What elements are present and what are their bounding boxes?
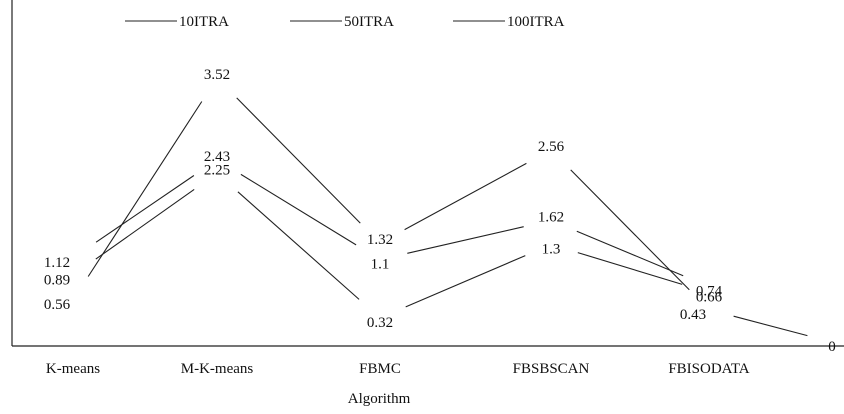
series-line-100itra (87, 97, 808, 337)
data-labels: 1.122.431.11.620.740.892.250.321.30.660.… (44, 67, 836, 355)
x-tick-label-fbsbscan: FBSBSCAN (513, 361, 590, 377)
legend-label-10itra: 10ITRA (179, 14, 229, 30)
data-label-10itra-fbisodata: 0.74 (696, 284, 723, 300)
x-axis-ticks: K-means M-K-means FBMC FBSBSCAN FBISODATA (46, 361, 750, 377)
legend-label-50itra: 50ITRA (344, 14, 394, 30)
x-axis-title: Algorithm (348, 391, 411, 407)
data-label-100itra-fbmc: 1.32 (367, 232, 393, 248)
data-label-100itra-fbisodata: 0.43 (680, 307, 706, 323)
data-label-50itra-fbsbscan: 1.3 (542, 242, 561, 258)
legend: 10ITRA 50ITRA 100ITRA (125, 14, 565, 30)
data-label-10itra-fbmc: 1.1 (371, 257, 390, 273)
data-label-50itra-fbmc: 0.32 (367, 315, 393, 331)
data-label-50itra-k-means: 0.89 (44, 272, 70, 288)
series-line-50itra (95, 188, 683, 308)
x-tick-label-fbmc: FBMC (359, 361, 401, 377)
legend-label-100itra: 100ITRA (507, 14, 565, 30)
data-label-100itra-fbsbscan: 2.56 (538, 139, 565, 155)
data-label-50itra-m-k-means: 2.25 (204, 162, 230, 178)
data-label-100itra-m-k-means: 3.52 (204, 67, 230, 83)
data-label-100itra-k-means: 0.56 (44, 297, 71, 313)
x-tick-label-fbisodata: FBISODATA (668, 361, 749, 377)
data-label-10itra-m-k-means: 2.43 (204, 149, 230, 165)
data-label-10itra-k-means: 1.12 (44, 255, 70, 271)
data-label-50itra-fbisodata: 0.66 (696, 290, 723, 306)
x-tick-label-k-means: K-means (46, 361, 100, 377)
data-label-100itra-end: 0 (828, 339, 836, 355)
series-line-10itra (95, 173, 684, 277)
x-tick-label-m-k-means: M-K-means (181, 361, 254, 377)
data-label-10itra-fbsbscan: 1.62 (538, 210, 564, 226)
plot-area (87, 97, 808, 337)
